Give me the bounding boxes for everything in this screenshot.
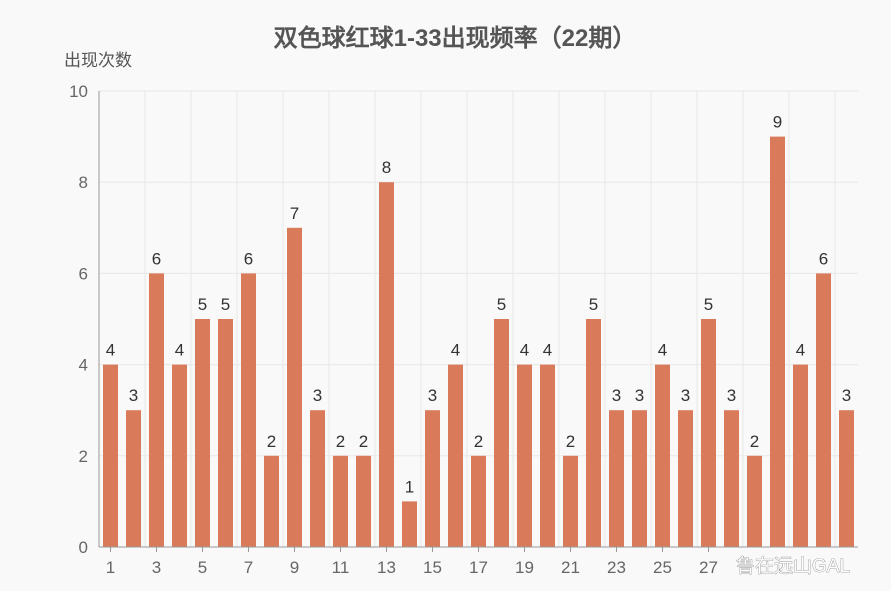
data-label: 6 <box>152 249 161 268</box>
y-tick-label: 6 <box>79 264 88 283</box>
bar <box>540 364 555 547</box>
y-tick-label: 8 <box>79 173 88 192</box>
y-axis-label: 出现次数 <box>64 51 132 70</box>
x-tick-label: 7 <box>244 558 253 577</box>
bar <box>425 410 440 547</box>
bar <box>586 319 601 547</box>
bar <box>195 319 210 547</box>
bar <box>402 501 417 547</box>
data-label: 3 <box>129 386 138 405</box>
bar <box>471 455 486 547</box>
bar <box>241 273 256 547</box>
data-label: 4 <box>106 341 115 360</box>
data-label: 2 <box>336 432 345 451</box>
bar <box>310 410 325 547</box>
bar <box>747 455 762 547</box>
data-label: 5 <box>704 295 713 314</box>
bars <box>103 136 854 548</box>
data-label: 4 <box>451 341 460 360</box>
data-label: 4 <box>543 341 552 360</box>
y-tick-label: 2 <box>79 447 88 466</box>
watermark: 鲁在远山GAL <box>736 555 850 577</box>
data-label: 5 <box>497 295 506 314</box>
bar <box>103 364 118 547</box>
bar <box>264 455 279 547</box>
data-label: 6 <box>244 249 253 268</box>
data-label: 3 <box>681 386 690 405</box>
data-label: 2 <box>267 432 276 451</box>
data-label: 5 <box>198 295 207 314</box>
chart-title: 双色球红球1-33出现频率（22期） <box>274 24 637 52</box>
y-tick-label: 0 <box>79 538 88 557</box>
x-tick-label: 21 <box>561 558 580 577</box>
data-label: 8 <box>382 158 391 177</box>
data-label: 4 <box>520 341 529 360</box>
data-label: 4 <box>796 341 805 360</box>
bar <box>655 364 670 547</box>
x-tick-label: 13 <box>377 558 396 577</box>
data-label: 9 <box>773 113 782 132</box>
x-tick-label: 9 <box>290 558 299 577</box>
data-label: 4 <box>175 341 184 360</box>
x-tick-label: 11 <box>332 558 350 577</box>
bar <box>287 227 302 548</box>
bar <box>448 364 463 547</box>
bar <box>172 364 187 547</box>
bar <box>356 455 371 547</box>
data-label: 2 <box>566 432 575 451</box>
x-tick-label: 25 <box>653 558 672 577</box>
x-tick-label: 1 <box>106 558 115 577</box>
data-label: 3 <box>313 386 322 405</box>
data-label: 2 <box>474 432 483 451</box>
bar <box>609 410 624 547</box>
data-label: 2 <box>750 432 759 451</box>
bar <box>379 182 394 547</box>
bar <box>839 410 854 547</box>
data-label: 3 <box>727 386 736 405</box>
bar <box>701 319 716 547</box>
x-tick-label: 15 <box>423 558 442 577</box>
data-label: 5 <box>589 295 598 314</box>
bar <box>333 455 348 547</box>
data-label: 3 <box>612 386 621 405</box>
bar <box>816 273 831 547</box>
bar <box>494 319 509 547</box>
x-tick-label: 27 <box>699 558 718 577</box>
y-tick-label: 4 <box>79 356 88 375</box>
bar <box>126 410 141 547</box>
data-label: 5 <box>221 295 230 314</box>
data-label: 7 <box>290 204 299 223</box>
bar <box>770 136 785 547</box>
data-label: 6 <box>819 249 828 268</box>
x-tick-label: 19 <box>515 558 534 577</box>
bar <box>149 273 164 547</box>
bar <box>517 364 532 547</box>
data-label: 1 <box>405 477 414 496</box>
bar <box>724 410 739 547</box>
x-tick-label: 5 <box>198 558 207 577</box>
bar <box>793 364 808 547</box>
y-tick-label: 10 <box>69 82 88 101</box>
x-tick-label: 23 <box>607 558 626 577</box>
bar <box>678 410 693 547</box>
data-label: 4 <box>658 341 667 360</box>
bar <box>563 455 578 547</box>
x-tick-label: 3 <box>152 558 161 577</box>
data-label: 3 <box>428 386 437 405</box>
data-label: 2 <box>359 432 368 451</box>
x-tick-label: 17 <box>469 558 488 577</box>
bar <box>218 319 233 547</box>
bar <box>632 410 647 547</box>
data-label: 3 <box>842 386 851 405</box>
data-label: 3 <box>635 386 644 405</box>
